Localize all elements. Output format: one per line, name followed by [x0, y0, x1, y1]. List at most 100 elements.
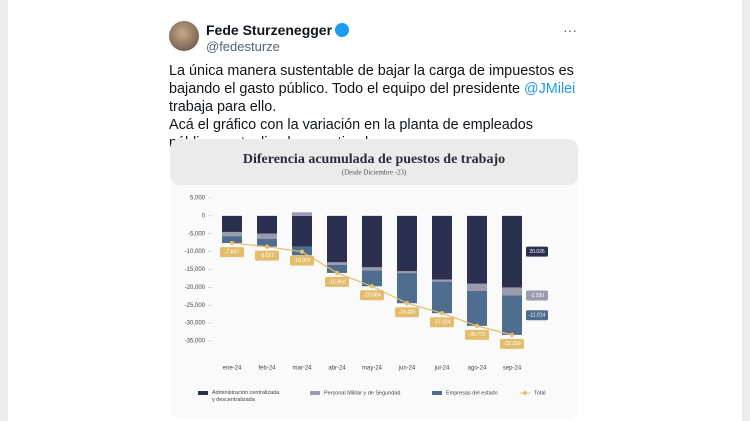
line-marker: [439, 311, 445, 316]
bar: [502, 287, 522, 296]
bar: [432, 281, 452, 314]
bar: [257, 215, 277, 234]
text: trabaja para ello.: [169, 99, 277, 115]
value-label: -24.430: [399, 310, 416, 316]
bar: [502, 295, 522, 335]
bar: [222, 215, 242, 232]
legend-label: Administración centralizada y descentrali…: [212, 390, 280, 403]
x-tick-label: may-24: [362, 366, 383, 372]
value-label-box: [430, 317, 454, 328]
value-label: -10.007: [294, 258, 311, 264]
legend-label: Total: [534, 390, 546, 396]
y-tick-label: -35,000: [185, 339, 206, 345]
x-tick-label: feb-24: [258, 366, 276, 372]
chart-title: Diferencia acumulada de puestos de traba…: [243, 152, 505, 167]
chart-subtitle: (Desde Diciembre -23): [342, 169, 407, 177]
value-label: -30.772: [469, 332, 486, 338]
bar: [222, 231, 242, 237]
value-label-box: [465, 329, 489, 340]
value-label-box: [360, 290, 384, 301]
line-marker: [509, 332, 515, 338]
value-label: -2.250: [530, 293, 544, 299]
y-tick-label: -20,000: [185, 285, 206, 291]
value-label-box: [526, 246, 548, 257]
line-marker: [229, 240, 235, 246]
edge: [0, 0, 8, 421]
value-label: -27.224: [434, 320, 451, 326]
line-marker: [264, 244, 270, 249]
value-label-box: [500, 338, 524, 349]
legend-swatch: [432, 391, 442, 395]
x-tick-label: ene-24: [223, 366, 242, 372]
value-label: 20.026: [529, 249, 545, 255]
y-tick-label: -15,000: [185, 267, 206, 273]
bar: [327, 262, 347, 265]
legend-swatch: [523, 391, 527, 395]
bar: [467, 283, 487, 291]
bar: [327, 264, 347, 273]
line-marker: [369, 284, 375, 289]
value-label: -8.617: [260, 253, 274, 259]
chart-header: [170, 139, 578, 185]
legend-swatch: [198, 391, 208, 395]
y-tick-label: -5,000: [188, 231, 206, 237]
value-label-box: [526, 310, 548, 321]
bar: [397, 273, 417, 304]
bar: [257, 233, 277, 239]
more-button[interactable]: ···: [563, 22, 577, 38]
x-tick-label: jun-24: [398, 366, 416, 372]
line-marker: [474, 323, 480, 329]
bar: [432, 279, 452, 282]
value-label: -15.960: [329, 279, 346, 285]
bar: [292, 215, 312, 247]
bar: [257, 238, 277, 247]
bar: [467, 215, 487, 284]
verified-badge: [335, 23, 349, 37]
y-tick-label: -30,000: [185, 321, 206, 327]
bar: [292, 212, 312, 216]
line-marker: [334, 270, 340, 276]
avatar[interactable]: [169, 21, 199, 51]
x-tick-label: ago-24: [468, 366, 487, 372]
bar: [362, 267, 382, 271]
x-tick-label: mar-24: [292, 366, 312, 372]
value-label-box: [395, 307, 419, 318]
value-label: -19.684: [364, 293, 381, 299]
line-marker: [404, 301, 410, 306]
legend-swatch: [310, 391, 320, 395]
bar: [362, 215, 382, 268]
value-label: -7.607: [225, 249, 239, 255]
legend-label: Personal Militar y de Seguridad: [324, 390, 400, 396]
mention[interactable]: @JMilei: [523, 81, 576, 97]
bar: [327, 215, 347, 263]
x-tick-label: sep-24: [503, 366, 522, 372]
value-label-box: [255, 250, 279, 261]
author-handle[interactable]: @fedesturze: [206, 39, 280, 54]
legend-label: Empresas del estado: [446, 390, 498, 396]
y-tick-label: -25,000: [185, 303, 206, 309]
bar: [397, 215, 417, 272]
bar: [432, 215, 452, 280]
x-tick-label: abr-24: [328, 366, 346, 372]
author-name[interactable]: Fede Sturzenegger: [206, 22, 333, 38]
bar: [362, 270, 382, 287]
value-label-box: [220, 247, 244, 258]
value-label-box: [290, 255, 314, 266]
y-tick-label: 0: [202, 213, 206, 219]
value-label: -11.014: [529, 313, 546, 319]
bar: [222, 236, 242, 244]
x-tick-label: jul-24: [434, 366, 450, 372]
value-label-box: [325, 276, 349, 287]
bar: [467, 290, 487, 326]
value-label: -33.290: [504, 341, 521, 347]
y-tick-label: 5,000: [190, 196, 206, 202]
text: La única manera sustentable de bajar la …: [169, 63, 574, 97]
bar: [502, 215, 522, 288]
chart[interactable]: Diferencia acumulada de puestos de traba…: [170, 139, 578, 419]
value-label-box: [526, 290, 548, 301]
edge: [742, 0, 750, 421]
y-tick-label: -10,000: [185, 249, 206, 255]
bar: [397, 271, 417, 274]
line-marker: [299, 249, 305, 254]
